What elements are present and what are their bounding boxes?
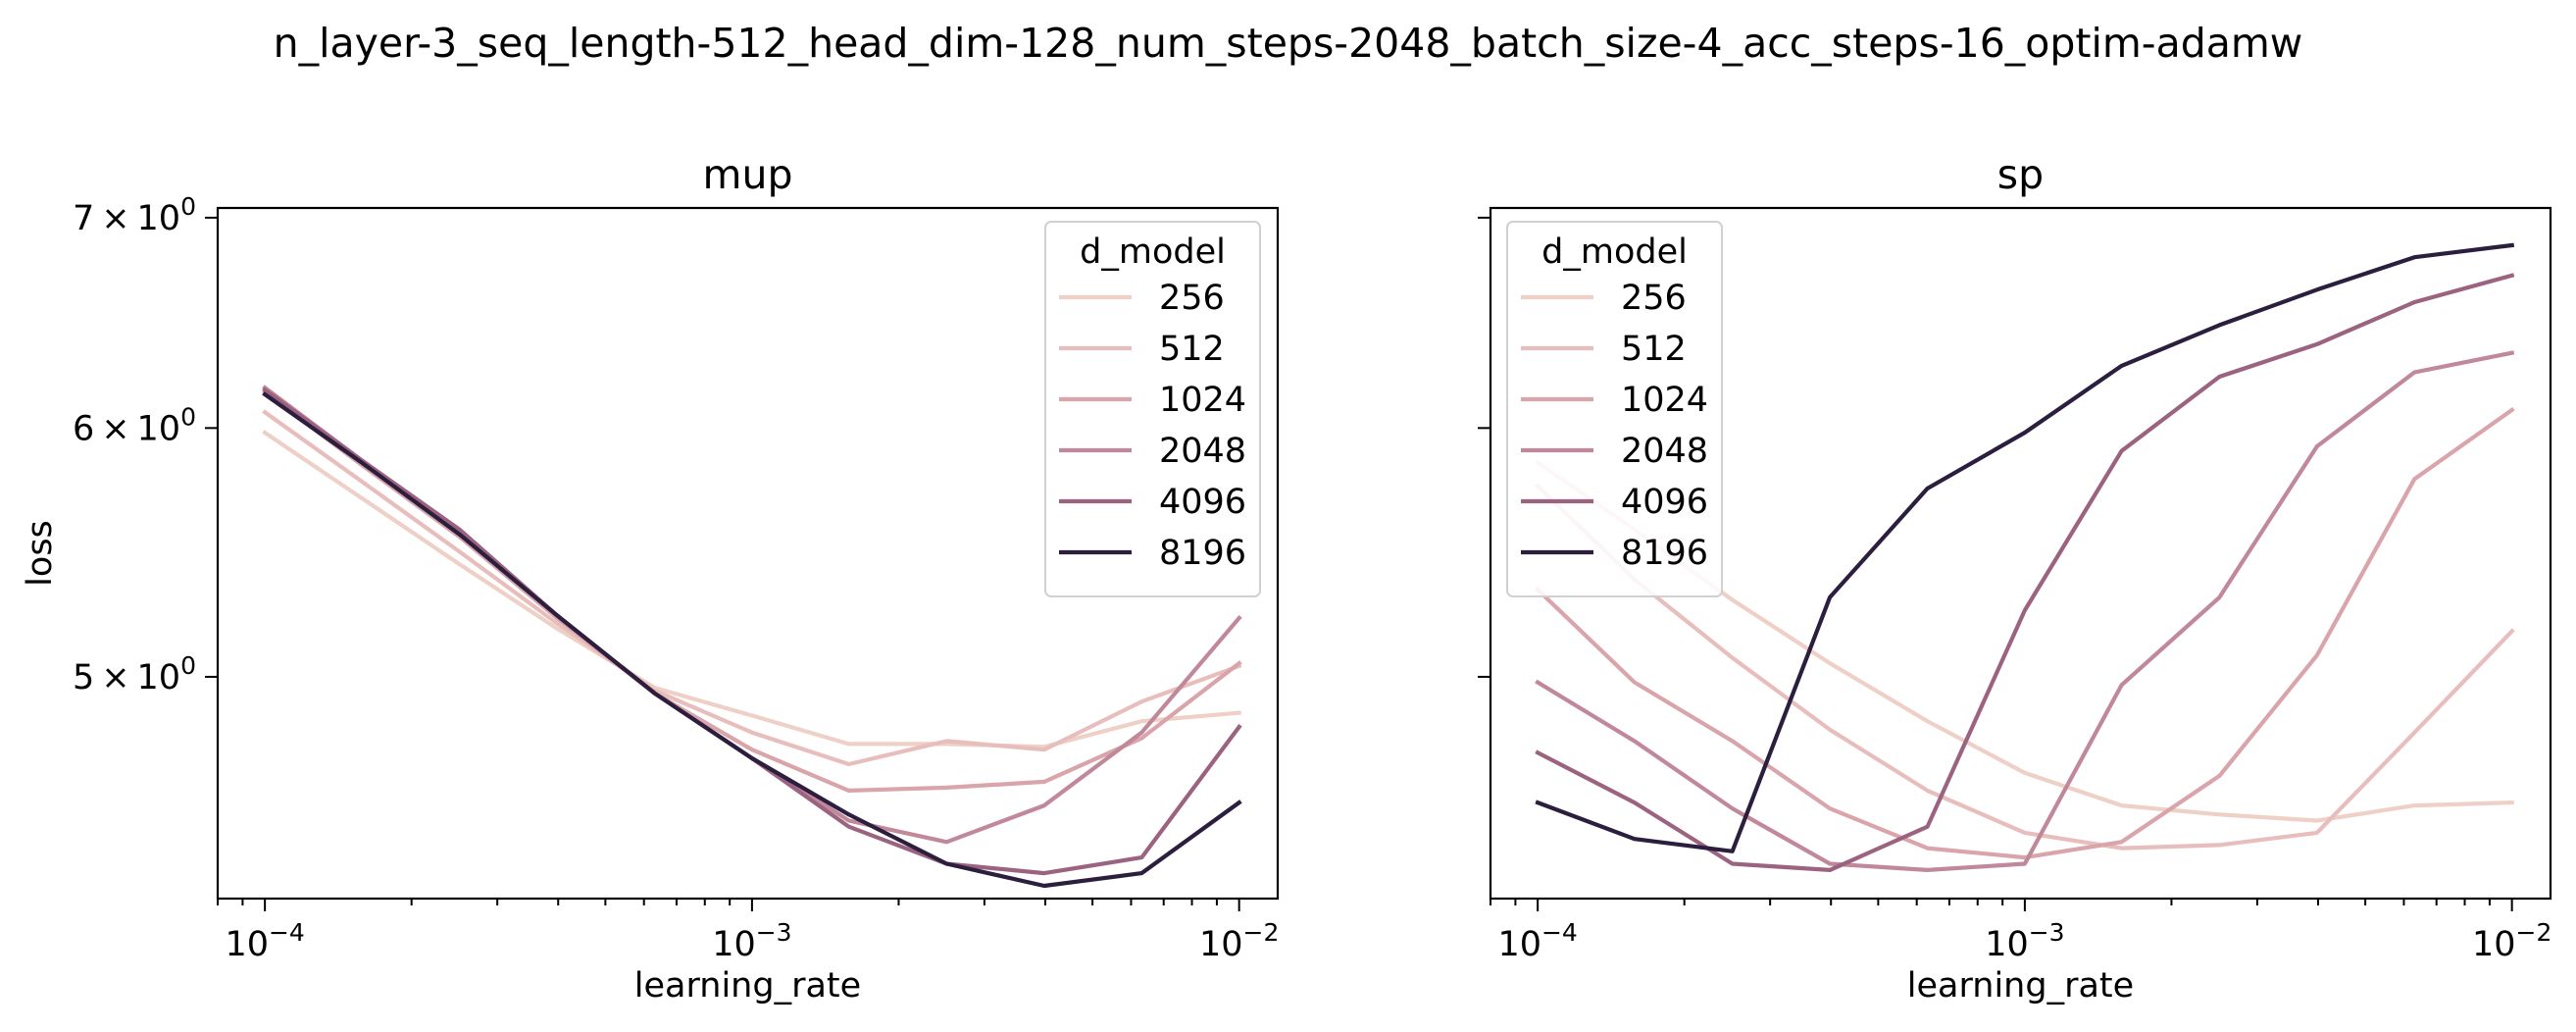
y-axis-label: loss [21,520,60,587]
figure-title: n_layer-3_seq_length-512_head_dim-128_nu… [273,20,2303,67]
series-line-256 [262,430,1241,749]
x-tick-label: 10−3 [1985,918,2064,964]
legend-label-8196: 8196 [1159,534,1246,573]
series-line-8196 [262,391,1242,889]
legend-label-4096: 4096 [1159,483,1246,522]
x-tick-label: 10−2 [2472,918,2551,964]
plot-frame [216,206,1280,901]
legend-label-1024: 1024 [1621,381,1708,420]
legend-label-2048: 2048 [1159,432,1246,471]
x-tick-label: 10−4 [1497,918,1577,964]
series-line-512 [1535,483,2515,851]
panel-title: mup [703,151,793,198]
legend-label-1024: 1024 [1159,381,1246,420]
y-tick-label: 7 × 100 [73,192,196,238]
legend: d_model 256 512 1024 2048 4096 8196 [1044,221,1261,597]
series-line-512 [262,409,1242,767]
plot-frame [1489,206,2552,901]
y-tick-label: 5 × 100 [73,651,196,697]
legend-label-256: 256 [1621,279,1687,318]
series-line-4096 [1535,273,2515,873]
x-tick-label: 10−3 [712,918,791,964]
x-axis-label: learning_rate [634,966,861,1006]
legend-title: d_model [1080,232,1226,272]
x-axis-label: learning_rate [1907,966,2134,1006]
chart-panel-sp: sp 10−4 10−3 10−2 learning_rate d_model 256 512… [1478,151,2551,1006]
y-tick-label: 6 × 100 [73,402,196,448]
legend: d_model 256 512 1024 2048 4096 8196 [1506,221,1723,597]
series-line-1024 [1535,406,2515,860]
chart-panel-mup: mup 10−4 10−3 10−2 7 × 100 6 × 100 5 × 100 lear… [21,151,1279,1006]
legend-label-4096: 4096 [1621,483,1708,522]
legend-label-256: 256 [1159,279,1225,318]
legend-title: d_model [1541,232,1688,272]
x-tick-label: 10−4 [225,918,304,964]
series-line-8196 [1535,242,2515,853]
legend-label-512: 512 [1621,330,1687,369]
legend-label-8196: 8196 [1621,534,1708,573]
x-tick-label: 10−2 [1199,918,1279,964]
legend-label-512: 512 [1159,330,1225,369]
legend-label-2048: 2048 [1621,432,1708,471]
series-line-2048 [1535,350,2515,873]
panel-title: sp [1997,151,2044,198]
